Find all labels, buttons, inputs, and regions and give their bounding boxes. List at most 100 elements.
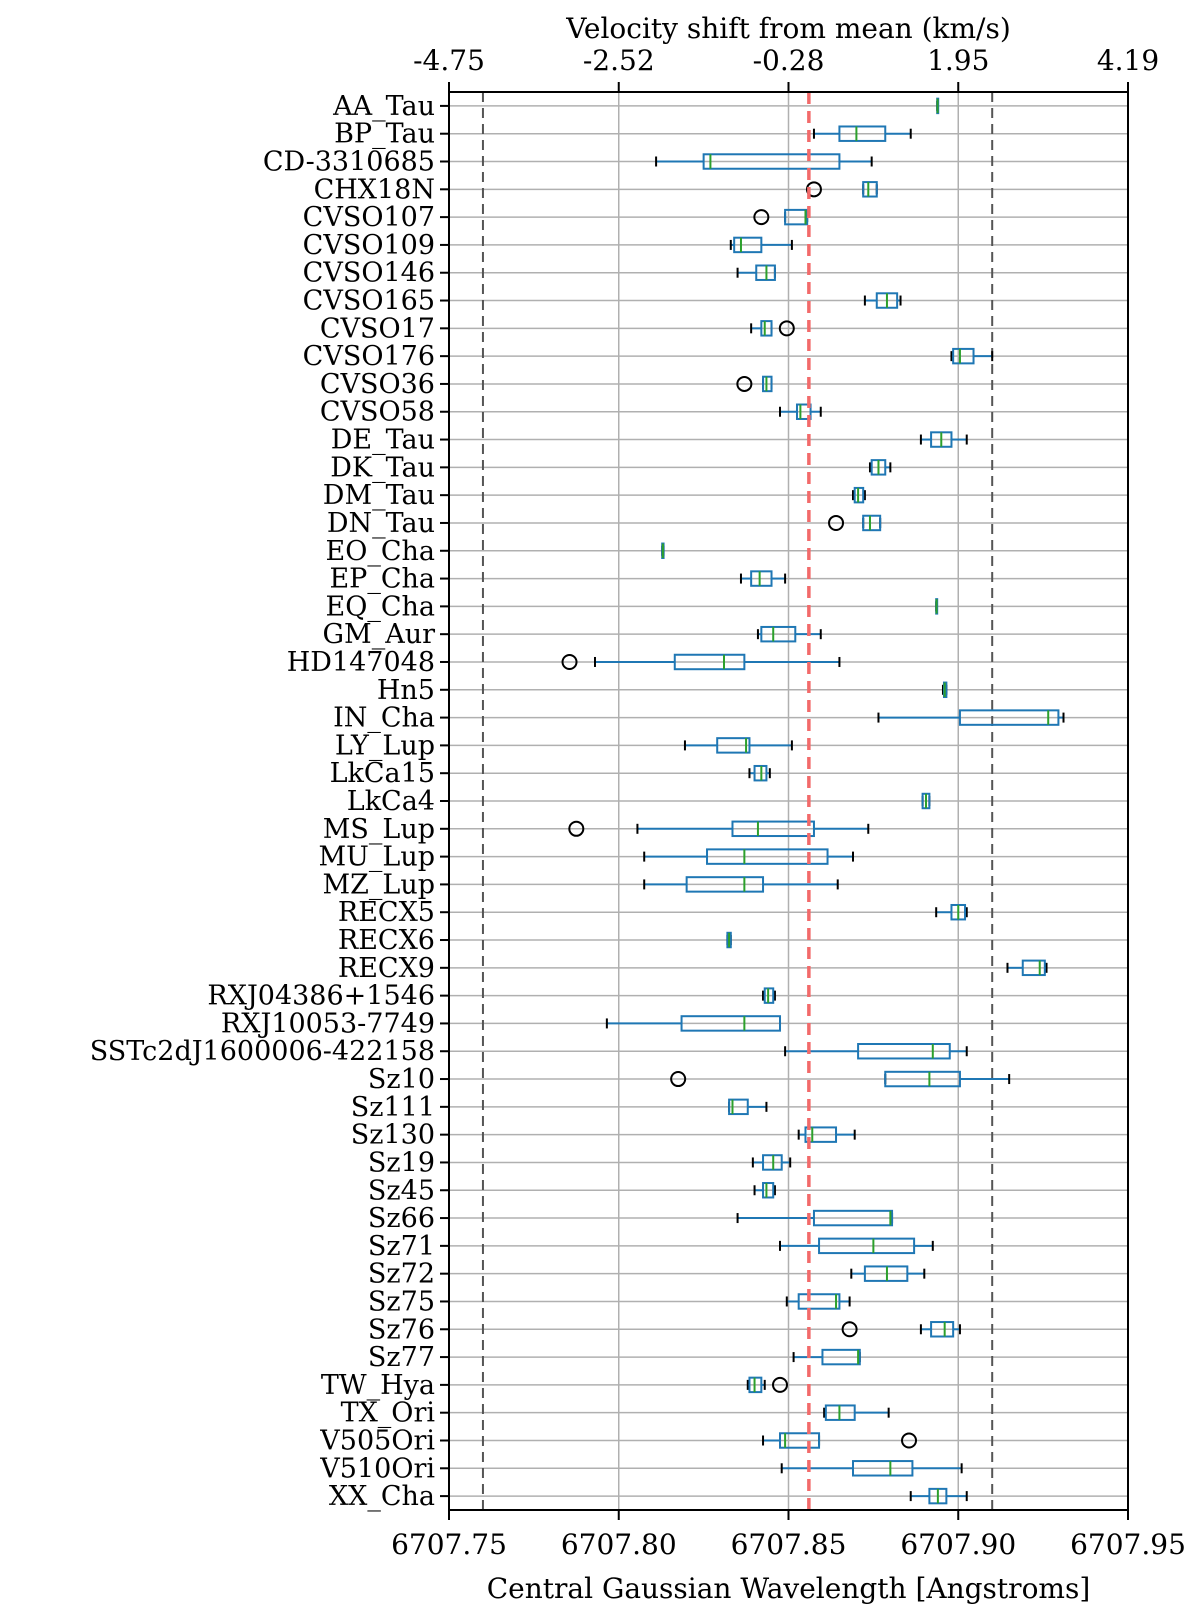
category-label: AA_Tau xyxy=(332,91,435,122)
outlier-point xyxy=(568,820,585,837)
outlier-point xyxy=(828,514,845,531)
box-group xyxy=(784,1043,968,1060)
category-label: Sz66 xyxy=(368,1203,435,1234)
box-group xyxy=(936,97,940,115)
outlier-point xyxy=(841,1321,858,1338)
box-group xyxy=(909,1487,968,1505)
category-label: MZ_Lup xyxy=(322,869,435,900)
box-layer xyxy=(561,97,1065,1505)
box-group xyxy=(736,264,776,281)
category-label: CVSO107 xyxy=(303,202,435,233)
box-group xyxy=(748,764,771,782)
box-group xyxy=(935,903,968,921)
box-group xyxy=(568,820,870,838)
box-iqr xyxy=(958,709,1060,726)
category-label: BP_Tau xyxy=(334,119,435,150)
box-group xyxy=(605,1015,782,1032)
box-group xyxy=(850,1265,926,1282)
box-group xyxy=(670,1070,1011,1088)
category-label: IN_Cha xyxy=(333,703,435,734)
box-group xyxy=(868,459,892,476)
category-label: MS_Lup xyxy=(323,814,435,845)
category-label: Sz111 xyxy=(351,1092,435,1123)
category-label: RXJ04386+1546 xyxy=(207,981,435,1012)
category-label: EQ_Cha xyxy=(326,591,436,622)
box-group xyxy=(729,236,793,254)
box-iqr xyxy=(779,1432,821,1449)
box-group xyxy=(762,987,776,1004)
box-iqr xyxy=(952,347,975,365)
outlier-point xyxy=(778,320,795,337)
box-iqr xyxy=(838,125,887,142)
category-label: CD-3310685 xyxy=(263,147,435,178)
box-group xyxy=(736,375,773,393)
box-iqr xyxy=(857,1043,951,1060)
category-label: CVSO165 xyxy=(303,286,435,317)
box-group xyxy=(746,1376,789,1394)
category-label: SSTc2dJ1600006-422158 xyxy=(90,1036,435,1067)
outlier-point xyxy=(901,1432,918,1449)
category-label: EO_Cha xyxy=(326,536,436,567)
reference-lines xyxy=(481,92,994,1510)
box-iqr xyxy=(852,1460,914,1477)
category-label: RECX6 xyxy=(338,925,435,956)
top-tick-label: -0.28 xyxy=(753,44,825,77)
box-iqr xyxy=(930,1321,955,1338)
category-label: CVSO58 xyxy=(320,397,435,428)
box-group xyxy=(919,431,968,448)
category-label: DK_Tau xyxy=(330,452,435,483)
category-label: GM_Aur xyxy=(322,619,435,650)
box-group xyxy=(643,848,855,865)
category-label: DM_Tau xyxy=(323,480,435,511)
box-group xyxy=(852,486,866,504)
category-label: Hn5 xyxy=(377,675,435,706)
category-label: XX_Cha xyxy=(329,1481,435,1512)
top-tick-label: 1.95 xyxy=(927,44,989,77)
box-iqr xyxy=(795,403,812,420)
box-group xyxy=(950,347,994,365)
outlier-point xyxy=(561,653,578,670)
category-label: LkCa4 xyxy=(347,786,435,817)
box-group xyxy=(643,876,839,893)
box-group xyxy=(726,931,732,949)
category-label: DE_Tau xyxy=(331,425,435,456)
box-iqr xyxy=(685,876,765,893)
box-group xyxy=(750,320,795,337)
box-iqr xyxy=(733,236,763,254)
x-tick-label: 6707.80 xyxy=(561,1528,677,1561)
category-label: Sz45 xyxy=(368,1175,435,1206)
box-iqr xyxy=(702,153,841,170)
box-iqr xyxy=(716,737,751,754)
box-iqr xyxy=(884,1070,961,1088)
box-group xyxy=(751,1154,792,1171)
box-iqr xyxy=(731,820,815,838)
box-group xyxy=(828,514,882,532)
box-iqr xyxy=(673,653,746,671)
box-group xyxy=(728,1098,768,1116)
category-label: TX_Ori xyxy=(341,1398,436,1429)
category-label: V510Ori xyxy=(319,1453,435,1484)
box-group xyxy=(683,737,793,754)
box-group xyxy=(762,1432,918,1449)
x-axis-title: Central Gaussian Wavelength [Angstroms] xyxy=(487,1572,1091,1605)
box-group xyxy=(797,1126,856,1143)
box-group xyxy=(655,153,873,170)
box-group xyxy=(785,1293,851,1310)
category-label: MU_Lup xyxy=(318,842,435,873)
top-tick-label: 4.19 xyxy=(1097,44,1159,77)
box-group xyxy=(805,181,878,198)
outlier-point xyxy=(805,181,822,198)
box-iqr xyxy=(812,1209,894,1227)
outlier-point xyxy=(736,375,753,392)
box-group xyxy=(935,598,939,615)
box-group xyxy=(1006,959,1048,977)
category-label: Sz19 xyxy=(368,1147,435,1178)
box-iqr xyxy=(762,1182,775,1199)
box-iqr xyxy=(728,1098,749,1116)
box-group xyxy=(823,1404,890,1421)
tick-layer xyxy=(440,82,1129,1520)
box-group xyxy=(753,1182,776,1199)
box-iqr xyxy=(706,848,829,865)
box-group xyxy=(780,1460,963,1477)
category-label: LkCa15 xyxy=(330,758,435,789)
